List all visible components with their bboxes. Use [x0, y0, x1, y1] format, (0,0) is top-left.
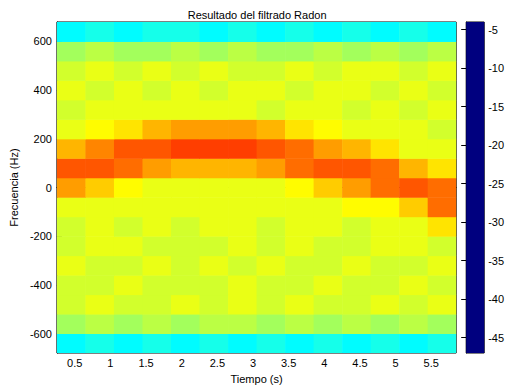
svg-text:0: 0	[46, 182, 52, 194]
svg-text:Resultado del filtrado Radon: Resultado del filtrado Radon	[188, 9, 327, 21]
svg-text:5.5: 5.5	[424, 357, 439, 369]
svg-text:-200: -200	[30, 230, 52, 242]
svg-text:-45: -45	[488, 332, 504, 344]
svg-text:3.5: 3.5	[281, 357, 296, 369]
svg-text:600: 600	[34, 35, 52, 47]
svg-text:Frecuencia (Hz): Frecuencia (Hz)	[8, 148, 20, 226]
svg-text:1: 1	[107, 357, 113, 369]
svg-text:4: 4	[321, 357, 327, 369]
svg-text:-35: -35	[488, 255, 504, 267]
svg-text:0.5: 0.5	[67, 357, 82, 369]
svg-text:-20: -20	[488, 139, 504, 151]
svg-text:3: 3	[250, 357, 256, 369]
svg-text:-25: -25	[488, 178, 504, 190]
svg-text:-10: -10	[488, 62, 504, 74]
svg-text:-5: -5	[488, 24, 498, 36]
svg-text:Tiempo (s): Tiempo (s)	[230, 373, 282, 385]
svg-text:4.5: 4.5	[352, 357, 367, 369]
svg-text:-400: -400	[30, 279, 52, 291]
svg-text:1.5: 1.5	[138, 357, 153, 369]
svg-text:400: 400	[34, 84, 52, 96]
svg-text:200: 200	[34, 133, 52, 145]
svg-text:2: 2	[179, 357, 185, 369]
svg-text:-30: -30	[488, 216, 504, 228]
svg-text:5: 5	[393, 357, 399, 369]
svg-text:-40: -40	[488, 293, 504, 305]
svg-text:-15: -15	[488, 101, 504, 113]
svg-text:-600: -600	[30, 328, 52, 340]
svg-text:2.5: 2.5	[210, 357, 225, 369]
